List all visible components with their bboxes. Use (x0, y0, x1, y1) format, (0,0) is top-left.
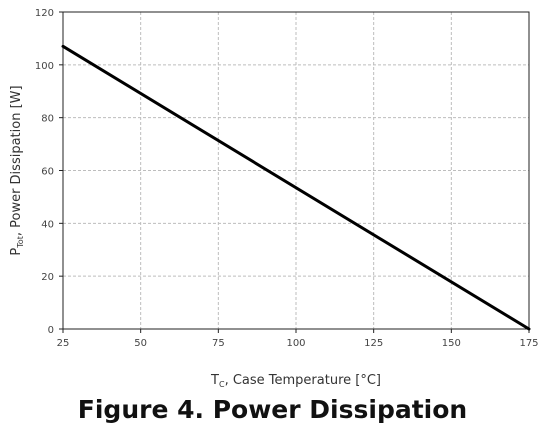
x-tick-label: 150 (442, 338, 461, 349)
y-tick-label: 60 (41, 167, 54, 178)
y-tick-label: 20 (41, 272, 54, 283)
x-axis-title: TC, Case Temperature [°C] (210, 373, 381, 389)
figure-caption: Figure 4. Power Dissipation (77, 395, 468, 424)
grid (63, 12, 529, 329)
y-tick-label: 0 (48, 325, 54, 336)
y-tick-label: 40 (41, 219, 54, 230)
series-layer (61, 44, 531, 331)
x-tick-label: 175 (519, 338, 538, 349)
x-axis-ticks: 25 50 75 100 125 150 175 (57, 329, 539, 349)
x-tick-label: 100 (286, 338, 305, 349)
y-tick-label: 120 (35, 8, 54, 19)
x-tick-label: 75 (212, 338, 225, 349)
x-tick-label: 25 (57, 338, 70, 349)
power-dissipation-chart: 25 50 75 100 125 150 175 0 20 40 60 80 100 120 TC, C… (9, 8, 539, 389)
y-axis-title: PTot, Power Dissipation [W] (9, 85, 25, 255)
y-axis-ticks: 0 20 40 60 80 100 120 (35, 8, 63, 336)
x-tick-label: 50 (134, 338, 147, 349)
y-tick-label: 80 (41, 114, 54, 125)
x-tick-label: 125 (364, 338, 383, 349)
y-tick-label: 100 (35, 61, 54, 72)
power-dissipation-line (61, 44, 531, 331)
